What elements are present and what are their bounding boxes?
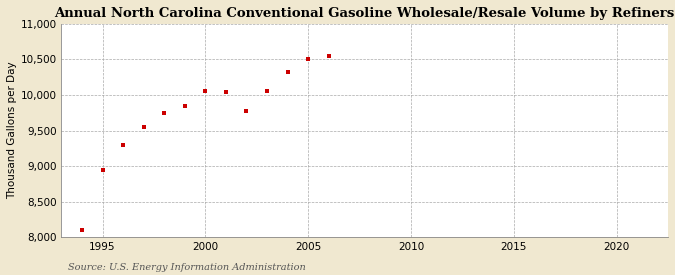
Point [180,103,190,108]
Point [241,109,252,113]
Point [221,90,232,94]
Point [323,54,334,58]
Point [282,69,293,74]
Point [138,125,149,129]
Point [303,57,314,62]
Y-axis label: Thousand Gallons per Day: Thousand Gallons per Day [7,62,17,199]
Point [262,89,273,94]
Point [200,89,211,94]
Point [97,167,108,172]
Title: Annual North Carolina Conventional Gasoline Wholesale/Resale Volume by Refiners: Annual North Carolina Conventional Gasol… [55,7,675,20]
Point [76,228,87,232]
Point [117,143,128,147]
Point [159,111,169,115]
Text: Source: U.S. Energy Information Administration: Source: U.S. Energy Information Administ… [68,263,305,272]
